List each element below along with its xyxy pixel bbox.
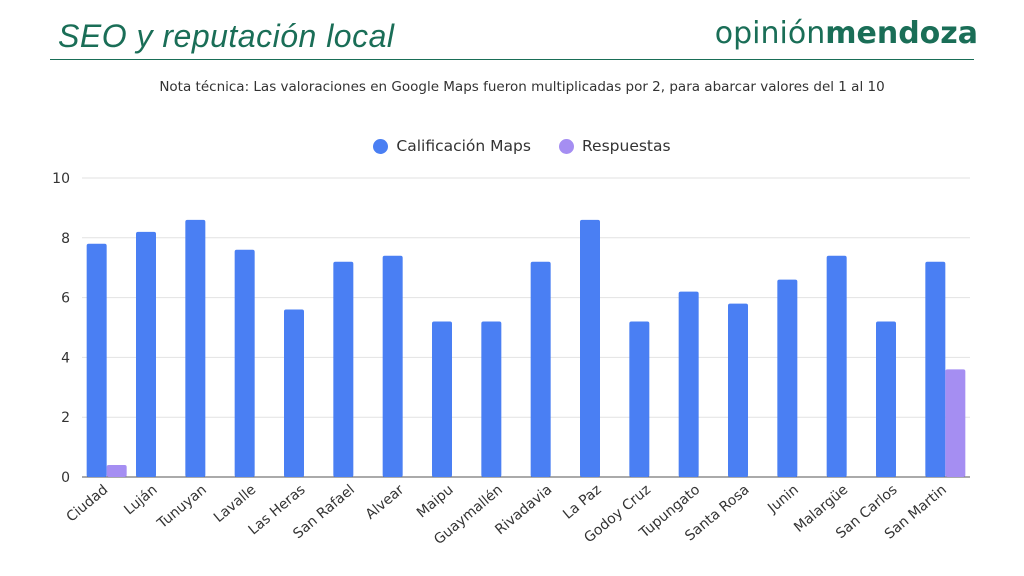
x-tick-label: La Paz: [560, 482, 604, 523]
bar-maps: [432, 321, 452, 477]
bar-maps: [86, 243, 107, 477]
bar-respuestas: [945, 369, 966, 477]
bar-maps: [284, 309, 304, 477]
x-tick-label: Alvear: [363, 482, 408, 523]
bar-maps: [728, 303, 748, 477]
x-tick-label: Tunuyan: [154, 482, 210, 533]
chart-legend: Calificación Maps Respuestas: [0, 137, 1024, 155]
legend-item-maps: Calificación Maps: [373, 137, 531, 155]
bar-maps: [185, 219, 206, 478]
y-tick-label: 2: [61, 410, 70, 426]
legend-item-respuestas: Respuestas: [558, 137, 671, 155]
legend-label-respuestas: Respuestas: [581, 137, 671, 155]
page-title: SEO y reputación local: [58, 18, 395, 54]
bar-maps: [826, 255, 847, 477]
bar-maps: [678, 291, 699, 477]
bar-maps: [777, 279, 798, 477]
technical-note: Nota técnica: Las valoraciones en Google…: [159, 79, 885, 95]
y-tick-label: 4: [61, 350, 70, 366]
bar-maps: [629, 321, 650, 477]
bar-maps: [530, 261, 551, 477]
y-tick-label: 0: [61, 470, 70, 486]
bar-maps: [876, 321, 896, 477]
y-tick-label: 10: [52, 171, 70, 187]
brand-part-1: opinión: [714, 16, 826, 51]
legend-swatch-respuestas: [558, 138, 574, 154]
bar-maps: [481, 321, 502, 477]
legend-label-maps: Calificación Maps: [396, 137, 531, 155]
bar-maps: [136, 231, 156, 477]
x-tick-label: Ciudad: [64, 482, 112, 526]
y-tick-label: 6: [61, 291, 70, 307]
x-tick-label: Lavalle: [211, 482, 259, 526]
x-tick-label: Luján: [121, 482, 160, 519]
x-tick-label: Maipu: [414, 482, 457, 521]
bar-maps: [333, 261, 354, 477]
bar-maps: [382, 255, 403, 477]
brand-part-2: mendoza: [825, 16, 978, 51]
bar-maps: [925, 261, 946, 477]
bar-maps: [234, 249, 255, 477]
y-tick-label: 8: [61, 231, 70, 247]
brand-logo: opiniónmendoza: [715, 16, 978, 51]
header-divider: [50, 59, 974, 60]
bar-respuestas: [106, 465, 127, 477]
bar-maps: [580, 219, 600, 478]
x-tick-label: Junin: [764, 482, 802, 517]
legend-swatch-maps: [373, 138, 389, 154]
